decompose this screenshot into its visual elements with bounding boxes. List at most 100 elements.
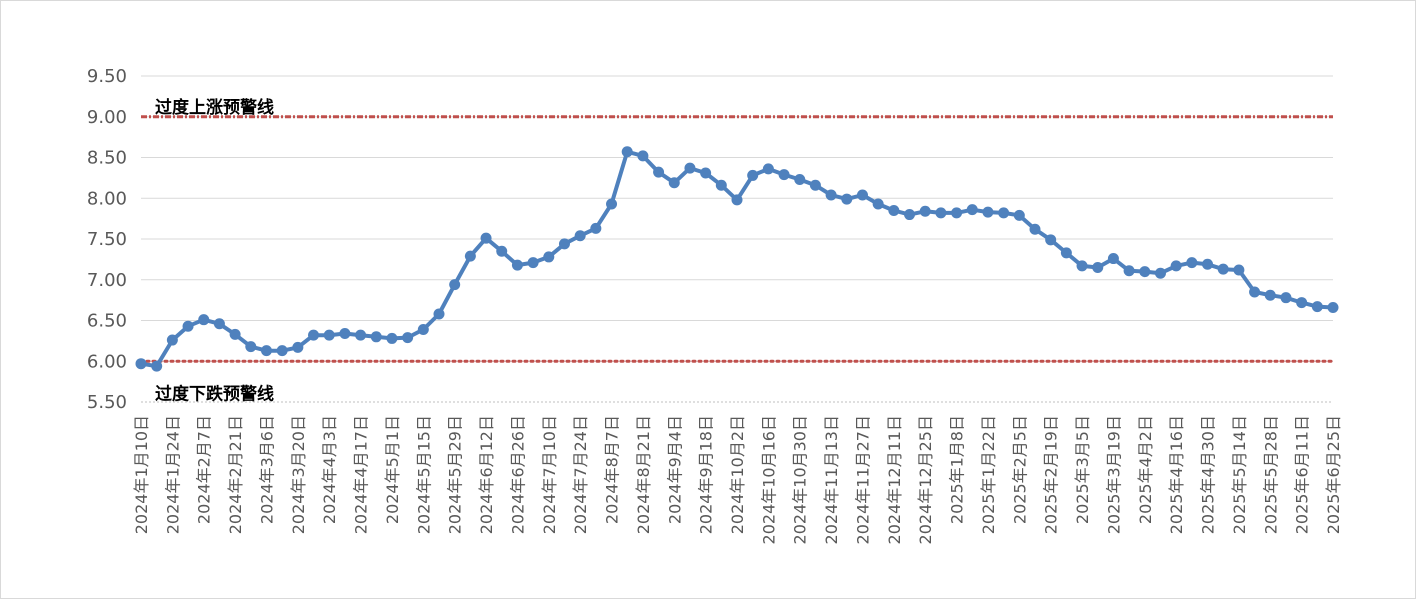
upper-warning-label: 过度上涨预警线 (155, 97, 274, 118)
x-tick-label: 2024年11月27日 (853, 415, 872, 544)
data-point (888, 204, 900, 216)
x-tick-label: 2024年8月7日 (603, 415, 622, 524)
data-point (292, 341, 304, 353)
x-tick-label: 2024年10月30日 (791, 415, 810, 544)
x-tick-label: 2024年8月21日 (634, 415, 653, 534)
x-tick-label: 2025年5月14日 (1230, 415, 1249, 534)
data-point (998, 207, 1010, 219)
data-point (668, 177, 680, 189)
data-point (1154, 267, 1166, 279)
data-point (182, 320, 194, 332)
data-point (355, 329, 367, 341)
data-point (684, 162, 696, 174)
data-point (1202, 258, 1214, 270)
data-point (747, 169, 759, 181)
y-tick-label: 6.00 (87, 351, 127, 372)
data-point (621, 146, 633, 158)
data-point (1311, 301, 1323, 313)
x-tick-label: 2024年6月12日 (477, 415, 496, 534)
data-point (260, 345, 272, 357)
lower-warning-label: 过度下跌预警线 (155, 383, 274, 404)
data-point (464, 250, 476, 262)
data-point (213, 318, 225, 330)
data-point (590, 222, 602, 234)
data-point (825, 189, 837, 201)
data-point (982, 206, 994, 218)
data-point (856, 189, 868, 201)
y-tick-label: 9.00 (87, 107, 127, 128)
data-point (1013, 209, 1025, 221)
data-point (402, 332, 414, 344)
gridlines (141, 75, 1333, 403)
data-point (731, 194, 743, 206)
x-tick-label: 2025年2月5日 (1010, 415, 1029, 524)
data-point (1045, 234, 1057, 246)
data-point (951, 207, 963, 219)
x-tick-label: 2024年3月20日 (289, 415, 308, 534)
data-point (715, 179, 727, 191)
data-point (433, 308, 445, 320)
x-tick-label: 2025年2月19日 (1042, 415, 1061, 534)
data-point (496, 245, 508, 257)
data-point (1217, 263, 1229, 275)
data-point (1139, 266, 1151, 278)
x-tick-label: 2024年5月29日 (446, 415, 465, 534)
data-point (637, 150, 649, 162)
x-tick-label: 2024年5月1日 (383, 415, 402, 524)
data-point (511, 259, 523, 271)
data-point (370, 331, 382, 343)
x-tick-label: 2024年9月18日 (697, 415, 716, 534)
x-tick-label: 2024年2月21日 (226, 415, 245, 534)
data-point (762, 163, 774, 175)
data-point (700, 167, 712, 179)
y-tick-label: 7.50 (87, 229, 127, 250)
data-point (135, 358, 147, 370)
data-point (151, 360, 163, 372)
data-point (527, 257, 539, 269)
data-point (276, 345, 288, 357)
data-point (1249, 286, 1261, 298)
x-tick-label: 2024年12月25日 (916, 415, 935, 544)
x-tick-label: 2024年5月15日 (414, 415, 433, 534)
data-point (323, 329, 335, 341)
data-point (1123, 265, 1135, 277)
x-tick-label: 2024年1月10日 (132, 415, 151, 534)
series-line (139, 149, 1335, 369)
data-point (543, 251, 555, 263)
data-point (308, 329, 320, 341)
x-axis: 2024年1月10日 2024年1月24日 2024年2月7日 2024年2月21日 2… (132, 415, 1343, 544)
x-tick-label: 2024年11月13日 (822, 415, 841, 544)
x-tick-label: 2024年7月24日 (571, 415, 590, 534)
x-tick-label: 2024年10月16日 (759, 415, 778, 544)
x-tick-label: 2025年1月8日 (948, 415, 967, 524)
data-point (1233, 264, 1245, 276)
x-tick-label: 2024年2月7日 (195, 415, 214, 524)
x-tick-label: 2025年4月16日 (1167, 415, 1186, 534)
data-point (339, 328, 351, 340)
x-tick-label: 2025年6月11日 (1293, 415, 1312, 534)
data-point (1092, 262, 1104, 274)
y-tick-label: 7.00 (87, 270, 127, 291)
y-tick-label: 8.00 (87, 188, 127, 209)
series-price (135, 146, 1339, 372)
data-point (966, 204, 978, 216)
data-point (919, 205, 931, 217)
data-point (1327, 301, 1339, 313)
data-point (480, 232, 492, 244)
data-point (558, 238, 570, 250)
data-point (245, 341, 257, 353)
data-point (229, 328, 241, 340)
x-tick-label: 2024年4月3日 (320, 415, 339, 524)
data-point (1280, 292, 1292, 304)
x-tick-label: 2024年7月10日 (540, 415, 559, 534)
data-point (904, 209, 916, 221)
data-point (935, 207, 947, 219)
data-point (449, 279, 461, 291)
x-tick-label: 2024年3月6日 (257, 415, 276, 524)
x-tick-label: 2024年4月17日 (352, 415, 371, 534)
x-tick-label: 2025年4月2日 (1136, 415, 1155, 524)
data-point (1060, 247, 1072, 259)
data-point (809, 179, 821, 191)
